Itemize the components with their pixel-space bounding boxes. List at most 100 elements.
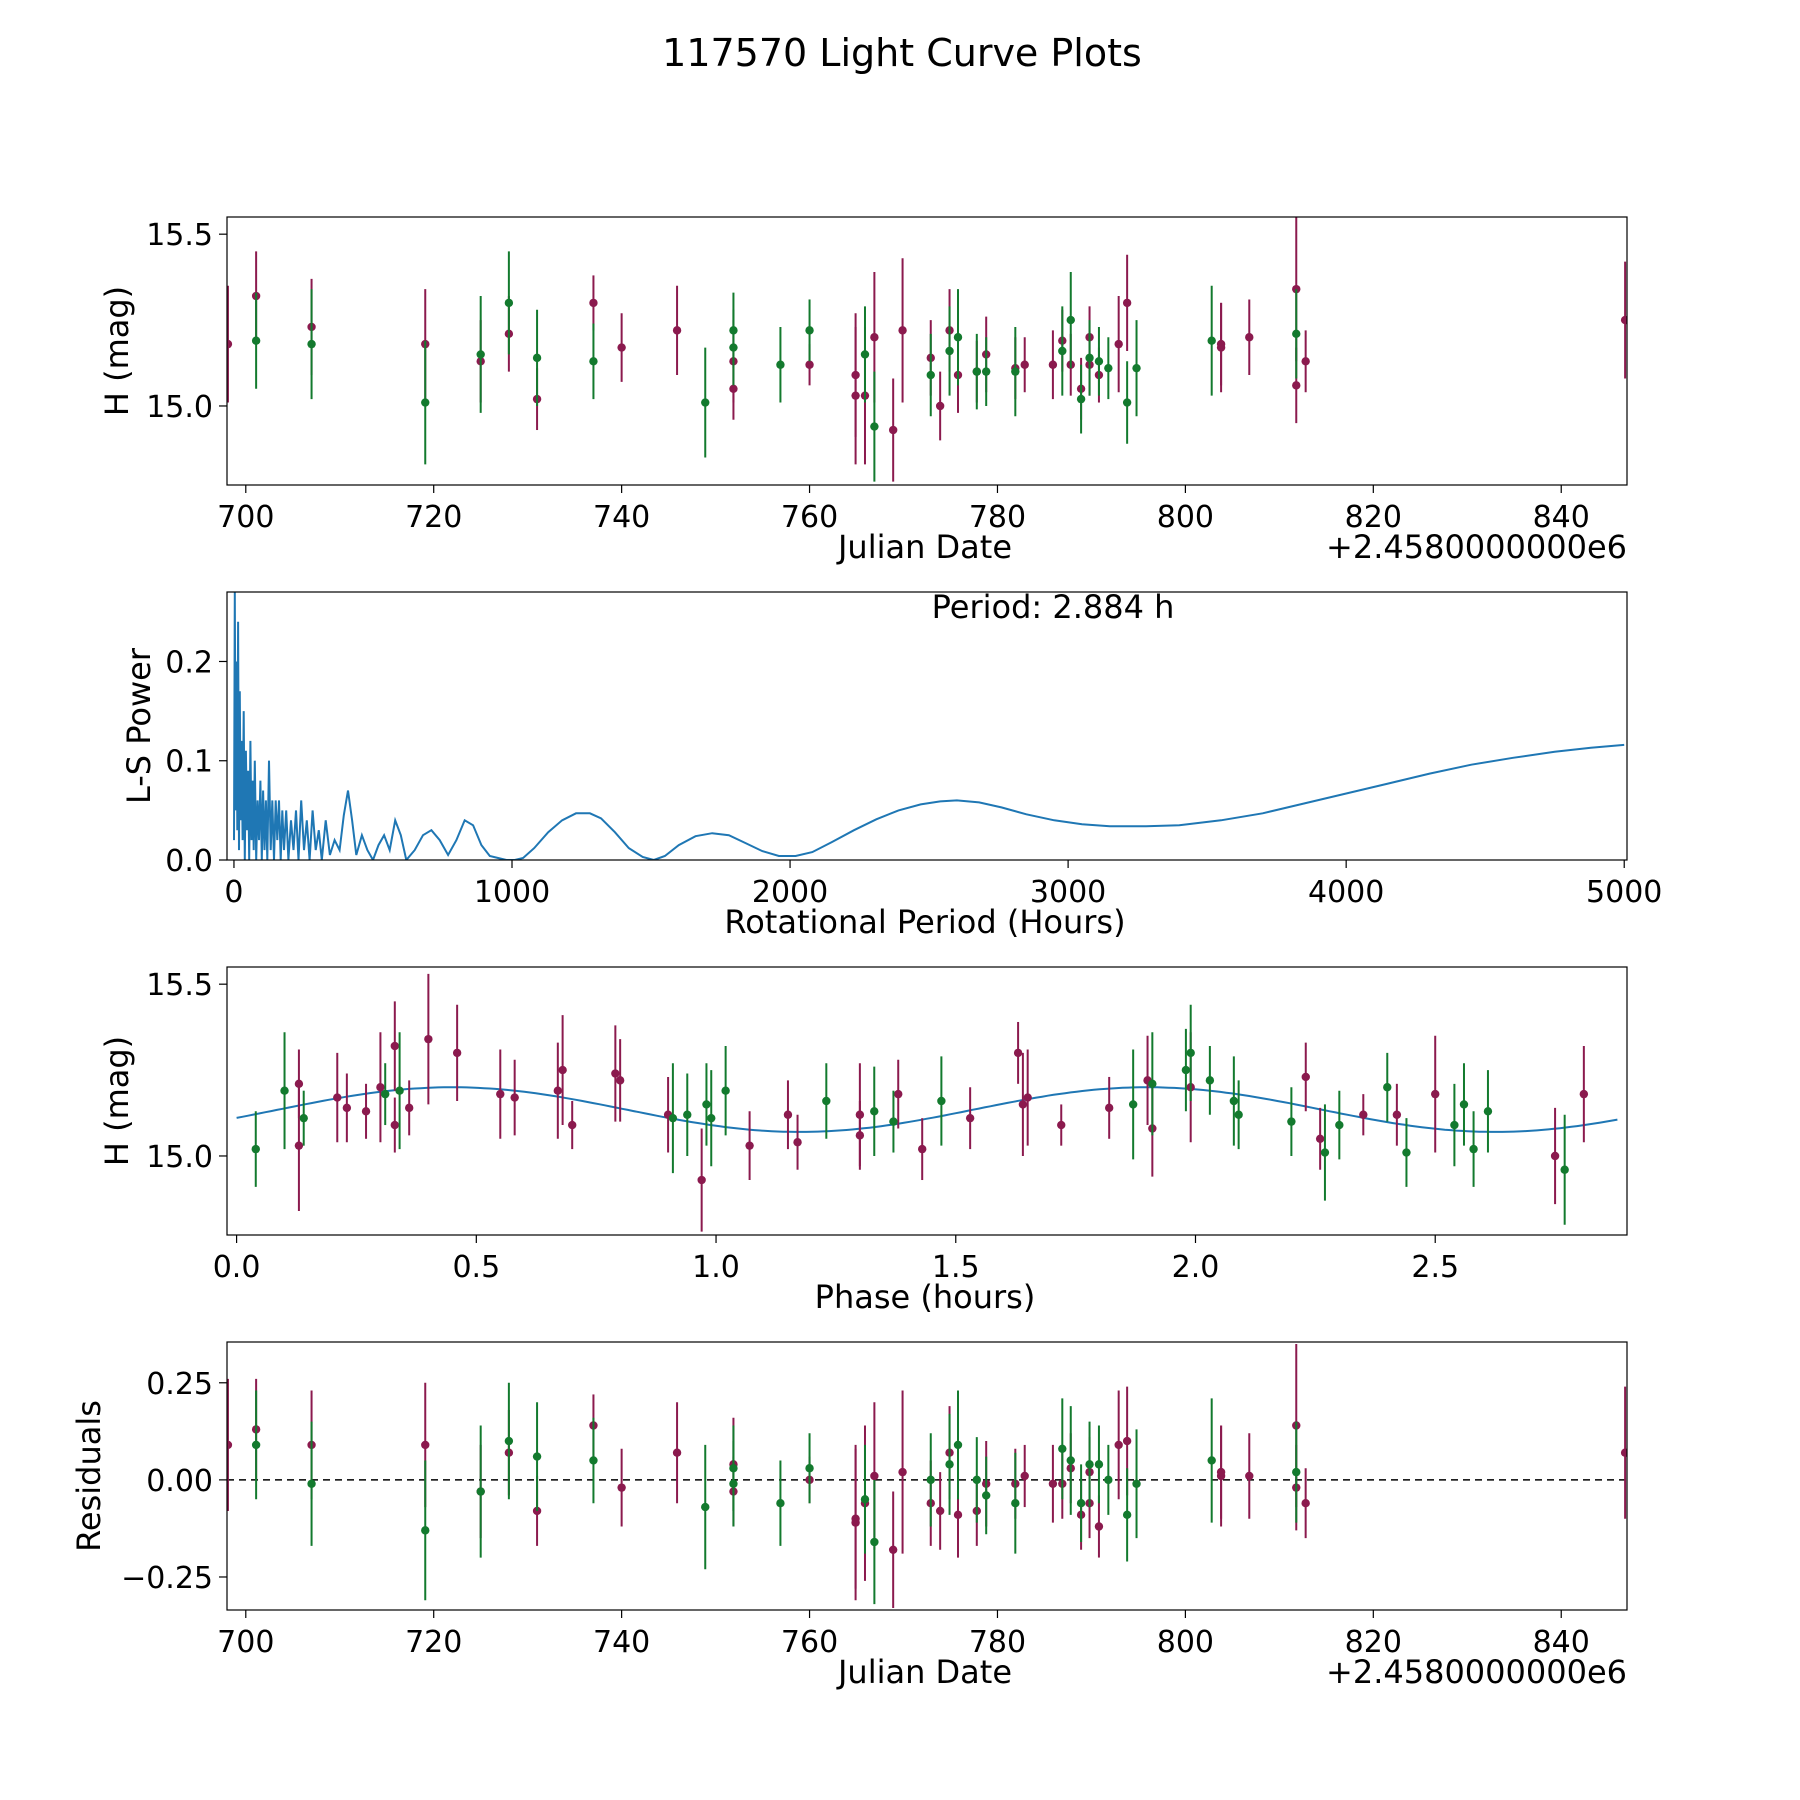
- lightcurve-point-green: [504, 298, 514, 308]
- residuals-plot-area: 700 720 740 760 780 800 820 840 −0.25 0.00 0.25: [121, 1343, 1627, 1660]
- residuals-point-green: [729, 1479, 738, 1488]
- phased-point-green: [1402, 1148, 1411, 1157]
- phased-point-magenta: [424, 1034, 433, 1044]
- phased-xtick-label: 2.0: [1172, 1250, 1220, 1285]
- phased-point-green: [1148, 1079, 1157, 1089]
- periodogram-ytick-label: 0.1: [165, 745, 213, 780]
- phased-point-green: [1483, 1107, 1493, 1116]
- phased-point-green: [1560, 1165, 1569, 1174]
- phased-point-magenta: [1104, 1103, 1114, 1113]
- lightcurve-point-green: [805, 326, 814, 335]
- phased-xtick-label: 1.5: [932, 1250, 980, 1285]
- periodogram-frame: [226, 591, 1628, 861]
- periodogram-xtick-label: 1000: [474, 875, 550, 910]
- residuals-point-green: [776, 1498, 785, 1508]
- residuals-panel: 700 720 740 760 780 800 820 840 −0.25 0.00 0.25 Ju…: [70, 1341, 1628, 1691]
- periodogram-xlabel: Rotational Period (Hours): [724, 903, 1125, 941]
- periodogram-xtick-label: 5000: [1586, 875, 1662, 910]
- phased-point-magenta: [452, 1048, 462, 1058]
- phased-point-green: [1469, 1144, 1478, 1154]
- residuals-point-green: [981, 1491, 991, 1500]
- phased-point-magenta: [558, 1065, 567, 1075]
- residuals-point-green: [860, 1495, 870, 1504]
- residuals-point-magenta: [421, 1440, 430, 1450]
- residuals-point-magenta: [1122, 1436, 1132, 1446]
- residuals-point-magenta: [1114, 1440, 1123, 1450]
- lightcurve-point-green: [421, 398, 430, 407]
- residuals-xtick-label: 720: [405, 1625, 462, 1660]
- periodogram-data: [233, 592, 1625, 860]
- phased-ytick-label: 15.0: [146, 1140, 213, 1175]
- figure-title: 117570 Light Curve Plots: [662, 31, 1142, 75]
- phased-point-green: [1320, 1148, 1330, 1157]
- lightcurve-xtick-label: 820: [1345, 500, 1402, 535]
- phased-point-magenta: [390, 1120, 400, 1130]
- residuals-xtick-label: 760: [781, 1625, 838, 1660]
- periodogram-xtick-label: 4000: [1308, 875, 1384, 910]
- lightcurve-offset-label: +2.4580000000e6: [1326, 528, 1627, 566]
- residuals-frame: [226, 1341, 1628, 1611]
- lightcurve-point-magenta: [1048, 360, 1058, 369]
- lightcurve-point-green: [776, 360, 785, 369]
- phased-frame: [226, 966, 1628, 1236]
- phased-point-magenta: [745, 1141, 754, 1150]
- phased-point-green: [822, 1096, 831, 1106]
- phased-point-green: [1205, 1076, 1215, 1085]
- phased-point-magenta: [342, 1103, 352, 1113]
- residuals-point-magenta: [888, 1545, 898, 1554]
- phased-point-green: [381, 1089, 390, 1099]
- phased-point-green: [395, 1086, 404, 1095]
- lightcurve-data: [227, 217, 1627, 482]
- periodogram-ytick-label: 0.2: [165, 645, 213, 680]
- residuals-xlabel: Julian Date: [836, 1653, 1012, 1691]
- residuals-point-magenta: [1620, 1448, 1627, 1457]
- lightcurve-point-green: [1094, 357, 1104, 366]
- residuals-point-green: [1122, 1510, 1132, 1520]
- phased-point-magenta: [1301, 1072, 1310, 1082]
- residuals-point-green: [701, 1502, 710, 1512]
- phased-point-magenta: [294, 1141, 304, 1150]
- phased-point-green: [1383, 1083, 1392, 1092]
- lightcurve-point-green: [532, 353, 542, 363]
- phased-point-magenta: [793, 1138, 802, 1147]
- phased-data: [236, 973, 1618, 1232]
- phased-point-magenta: [1057, 1120, 1066, 1130]
- lightcurve-point-magenta: [1216, 339, 1226, 349]
- lightcurve-panel: 700 720 740 760 780 800 820 840 15.0 15.5 Julian …: [98, 216, 1628, 566]
- residuals-xtick-label: 840: [1533, 1625, 1590, 1660]
- lightcurve-point-magenta: [805, 360, 814, 369]
- lightcurve-point-magenta: [1114, 339, 1123, 349]
- phased-point-green: [280, 1086, 289, 1095]
- lightcurve-point-green: [701, 398, 710, 407]
- periodogram-ytick-label: 0.0: [165, 844, 213, 879]
- lightcurve-point-green: [589, 357, 598, 366]
- phased-xtick-label: 0.0: [213, 1250, 261, 1285]
- phased-point-magenta: [404, 1103, 414, 1113]
- periodogram-power-line: [233, 592, 1625, 860]
- lightcurve-ytick-label: 15.0: [146, 390, 213, 425]
- residuals-point-magenta: [935, 1506, 945, 1516]
- lightcurve-ylabel: H (mag): [98, 286, 136, 416]
- residuals-point-magenta: [227, 1440, 233, 1450]
- lightcurve-frame: [226, 216, 1628, 486]
- lightcurve-point-green: [945, 346, 954, 356]
- phased-point-green: [683, 1110, 692, 1119]
- residuals-point-green: [307, 1479, 316, 1488]
- lightcurve-point-magenta: [617, 343, 626, 352]
- phased-point-magenta: [965, 1113, 975, 1123]
- lightcurve-xtick-label: 720: [405, 500, 462, 535]
- phased-point-green: [707, 1113, 716, 1123]
- lightcurve-point-magenta: [672, 326, 682, 335]
- residuals-xtick-label: 780: [969, 1625, 1026, 1660]
- residuals-point-magenta: [898, 1467, 907, 1477]
- lightcurve-point-green: [1085, 353, 1094, 363]
- phased-point-green: [721, 1086, 730, 1095]
- periodogram-plot-area: 0 1000 2000 3000 4000 5000 0.0 0.1 0.2: [165, 592, 1662, 910]
- residuals-ytick-label: 0.25: [146, 1367, 213, 1402]
- lightcurve-point-green: [860, 350, 870, 359]
- residuals-ytick-label: −0.25: [121, 1561, 213, 1596]
- residuals-point-green: [1058, 1444, 1067, 1454]
- lightcurve-point-green: [972, 367, 981, 376]
- residuals-point-green: [953, 1440, 963, 1450]
